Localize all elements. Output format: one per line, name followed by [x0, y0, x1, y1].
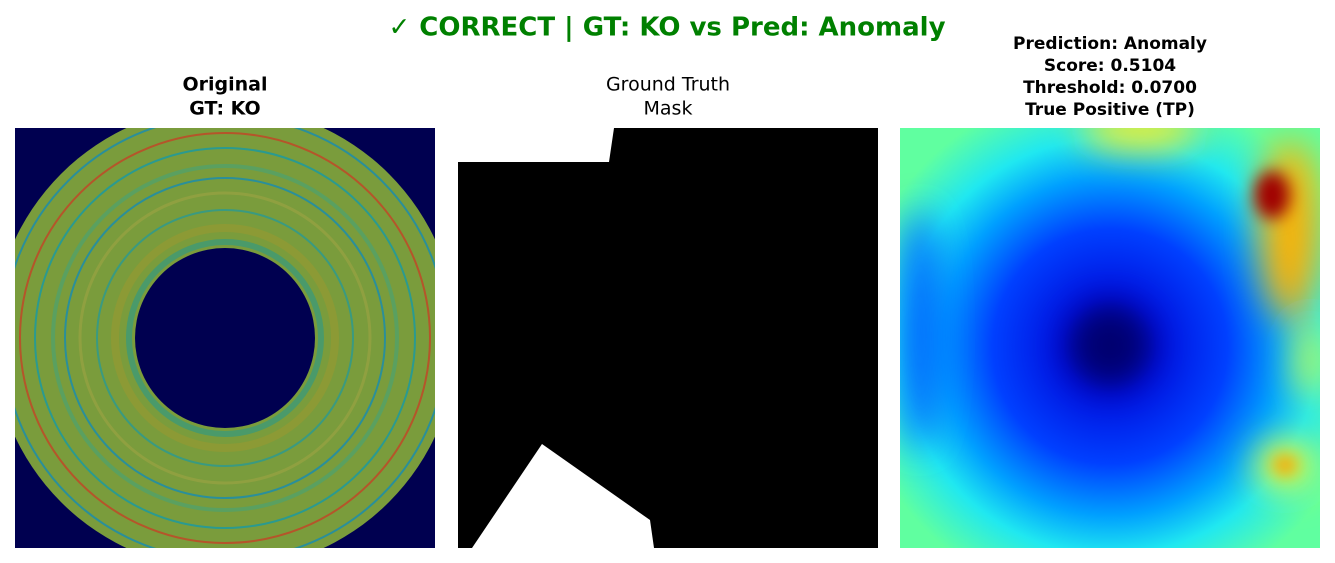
panel-title: Original: [182, 74, 267, 96]
panel-title: Threshold: 0.0700: [1023, 78, 1197, 98]
figure-title: ✓ CORRECT | GT: KO vs Pred: Anomaly: [388, 13, 945, 43]
panel-title: Prediction: Anomaly: [1013, 34, 1207, 54]
panel-title: Ground Truth: [606, 74, 730, 96]
panel-title: Mask: [644, 98, 693, 120]
panel-title: True Positive (TP): [1025, 100, 1195, 120]
mask-image: [458, 128, 878, 548]
panel-title: Score: 0.5104: [1044, 56, 1176, 76]
panel-title: GT: KO: [189, 98, 260, 120]
heatmap-image: [900, 128, 1320, 548]
original-image: [15, 128, 435, 548]
